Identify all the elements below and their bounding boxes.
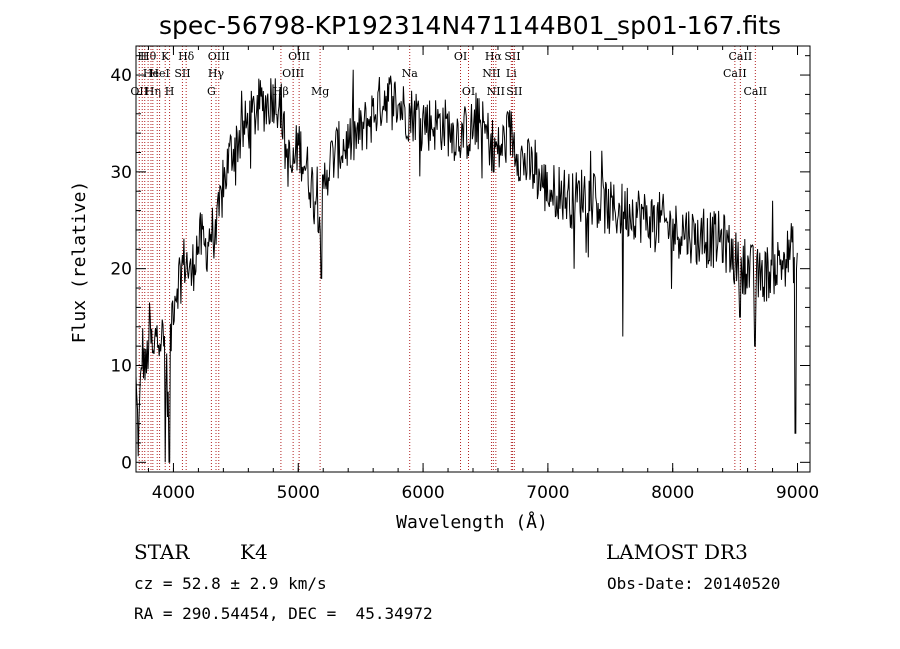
y-tick-label: 40	[110, 66, 132, 86]
line-marker-label: Hδ	[178, 50, 195, 63]
line-marker-label: Hη	[145, 85, 161, 98]
line-marker-label: Na	[402, 67, 419, 80]
line-marker-label: Hθ	[140, 50, 157, 63]
line-marker-label: SII	[174, 67, 190, 80]
survey-name: LAMOST DR3	[606, 540, 748, 564]
line-marker-label: CaII	[729, 50, 753, 63]
line-marker-label: NII	[487, 85, 505, 98]
line-marker-label: Hγ	[208, 67, 225, 80]
line-marker-label: CaII	[743, 85, 767, 98]
line-marker-label: Hα	[485, 50, 503, 63]
y-tick-label: 10	[110, 357, 132, 377]
line-marker-label: OI	[454, 50, 467, 63]
line-marker-label: OI	[462, 85, 475, 98]
object-subclass: K4	[240, 540, 268, 564]
line-marker-label: Li	[506, 67, 517, 80]
sky-coordinates: RA = 290.54454, DEC = 45.34972	[134, 604, 433, 623]
x-axis-label: Wavelength (Å)	[396, 511, 548, 533]
observation-date: Obs-Date: 20140520	[607, 574, 780, 593]
line-marker-label: SII	[504, 50, 520, 63]
line-marker-label: NII	[482, 67, 500, 80]
line-marker-label: H	[165, 85, 175, 98]
line-marker-label: HeI	[149, 67, 169, 80]
line-marker-label: Mg	[311, 85, 329, 98]
line-marker-label: OIII	[282, 67, 304, 80]
x-tick-label: 5000	[277, 483, 320, 503]
x-tick-label: 9000	[776, 483, 819, 503]
line-marker-label: SII	[506, 85, 522, 98]
line-marker-label: K	[161, 50, 170, 63]
y-tick-label: 20	[110, 260, 132, 280]
chart-title: spec-56798-KP192314N471144B01_sp01-167.f…	[159, 11, 781, 40]
line-marker-label: CaII	[723, 67, 747, 80]
object-class: STAR	[134, 540, 189, 564]
x-tick-label: 8000	[651, 483, 694, 503]
spectrum-series-line	[136, 70, 797, 463]
y-tick-label: 0	[121, 453, 132, 473]
y-tick-label: 30	[110, 163, 132, 183]
line-marker-label: G	[207, 85, 216, 98]
plot-frame	[136, 46, 810, 472]
y-axis-label: Flux (relative)	[69, 181, 90, 344]
x-tick-label: 7000	[526, 483, 569, 503]
x-axis-ticks: 4000 5000 6000 7000 8000 9000	[148, 46, 819, 503]
redshift-cz: cz = 52.8 ± 2.9 km/s	[134, 574, 327, 593]
line-marker-label: OIII	[208, 50, 230, 63]
x-tick-label: 4000	[152, 483, 195, 503]
line-marker-label: OIII	[288, 50, 310, 63]
x-tick-label: 6000	[401, 483, 444, 503]
